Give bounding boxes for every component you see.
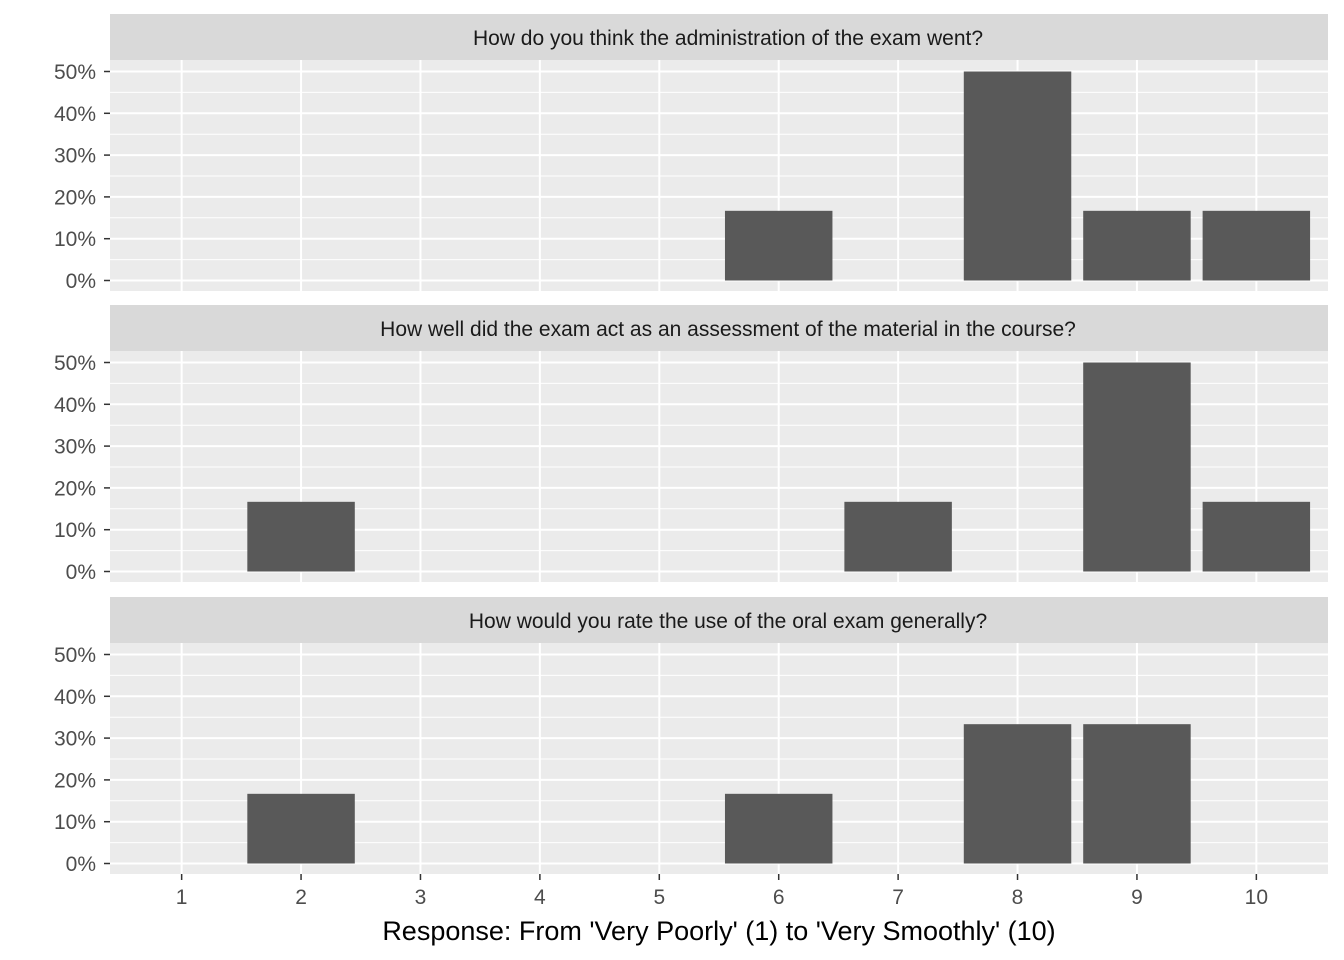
y-tick-label: 40% — [54, 394, 96, 417]
facet-title: How do you think the administration of t… — [473, 27, 983, 50]
bar-10 — [1202, 501, 1311, 572]
x-tick-label: 1 — [176, 886, 188, 909]
bar-6 — [724, 210, 833, 281]
y-tick-label: 0% — [66, 853, 96, 876]
y-tick-label: 40% — [54, 686, 96, 709]
bar-8 — [963, 71, 1072, 281]
x-tick-label: 7 — [892, 886, 904, 909]
y-tick-label: 0% — [66, 561, 96, 584]
facet-title: How would you rate the use of the oral e… — [469, 610, 987, 633]
bar-9 — [1083, 724, 1191, 864]
facet-strip — [110, 14, 1328, 60]
y-tick-label: 0% — [66, 270, 96, 293]
x-tick-label: 6 — [773, 886, 785, 909]
y-tick-label: 50% — [54, 644, 96, 667]
y-tick-label: 10% — [54, 519, 96, 542]
bar-2 — [247, 501, 355, 572]
y-tick-label: 20% — [54, 477, 96, 500]
x-axis-title: Response: From 'Very Poorly' (1) to 'Ver… — [382, 916, 1055, 946]
y-tick-label: 40% — [54, 103, 96, 126]
x-tick-label: 9 — [1131, 886, 1143, 909]
facet-panel-1: How do you think the administration of t… — [54, 14, 1328, 293]
x-tick-label: 3 — [415, 886, 427, 909]
y-tick-label: 10% — [54, 811, 96, 834]
facet-panel-2: How well did the exam act as an assessme… — [54, 305, 1328, 584]
panels-layer: How do you think the administration of t… — [54, 14, 1328, 876]
bar-10 — [1202, 210, 1311, 281]
y-tick-label: 30% — [54, 145, 96, 168]
bar-6 — [724, 793, 833, 864]
facet-strip — [110, 597, 1328, 643]
bar-9 — [1083, 362, 1191, 572]
y-tick-label: 20% — [54, 186, 96, 209]
bar-9 — [1083, 210, 1191, 281]
x-tick-label: 4 — [534, 886, 546, 909]
x-tick-label: 5 — [653, 886, 665, 909]
x-tick-label: 8 — [1012, 886, 1024, 909]
y-tick-label: 50% — [54, 61, 96, 84]
x-tick-label: 2 — [295, 886, 307, 909]
facet-panel-3: How would you rate the use of the oral e… — [54, 597, 1328, 876]
bar-2 — [247, 793, 355, 864]
y-tick-label: 20% — [54, 769, 96, 792]
x-axis: 1 2 3 4 5 6 7 8 9 10 — [176, 874, 1268, 909]
y-tick-label: 30% — [54, 436, 96, 459]
bar-7 — [844, 501, 952, 572]
bar-8 — [963, 724, 1072, 864]
facet-strip — [110, 305, 1328, 351]
x-tick-label: 10 — [1245, 886, 1268, 909]
y-tick-label: 50% — [54, 352, 96, 375]
facet-title: How well did the exam act as an assessme… — [380, 318, 1076, 341]
y-tick-label: 30% — [54, 728, 96, 751]
y-tick-label: 10% — [54, 228, 96, 251]
